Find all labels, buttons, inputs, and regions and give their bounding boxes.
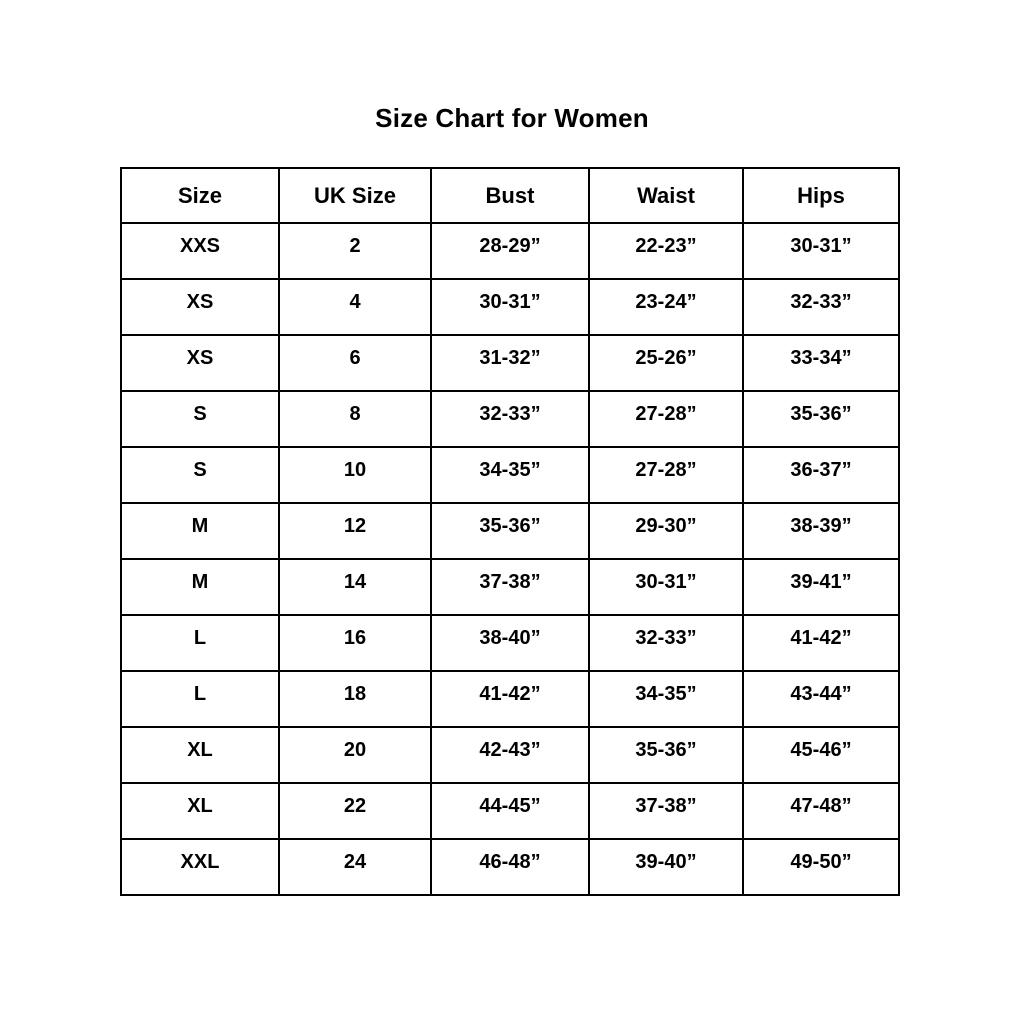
table-row: L 16 38-40” 32-33” 41-42”	[120, 614, 900, 672]
cell-size: XL	[120, 726, 280, 784]
table-row: S 8 32-33” 27-28” 35-36”	[120, 390, 900, 448]
cell-waist: 34-35”	[588, 670, 744, 728]
cell-uk-size: 8	[278, 390, 432, 448]
cell-uk-size: 12	[278, 502, 432, 560]
table-header: Size UK Size Bust Waist Hips	[120, 167, 900, 224]
cell-hips: 47-48”	[742, 782, 900, 840]
cell-waist: 32-33”	[588, 614, 744, 672]
cell-uk-size: 4	[278, 278, 432, 336]
cell-bust: 35-36”	[430, 502, 590, 560]
cell-bust: 30-31”	[430, 278, 590, 336]
cell-bust: 46-48”	[430, 838, 590, 896]
cell-size: L	[120, 614, 280, 672]
cell-waist: 23-24”	[588, 278, 744, 336]
cell-uk-size: 10	[278, 446, 432, 504]
column-header-uk-size: UK Size	[278, 167, 432, 224]
cell-bust: 44-45”	[430, 782, 590, 840]
cell-size: XS	[120, 334, 280, 392]
cell-bust: 31-32”	[430, 334, 590, 392]
column-header-waist: Waist	[588, 167, 744, 224]
cell-hips: 33-34”	[742, 334, 900, 392]
cell-size: S	[120, 390, 280, 448]
cell-hips: 30-31”	[742, 222, 900, 280]
cell-waist: 29-30”	[588, 502, 744, 560]
cell-hips: 35-36”	[742, 390, 900, 448]
cell-uk-size: 22	[278, 782, 432, 840]
cell-waist: 25-26”	[588, 334, 744, 392]
cell-size: XXL	[120, 838, 280, 896]
cell-size: XL	[120, 782, 280, 840]
cell-hips: 43-44”	[742, 670, 900, 728]
cell-size: L	[120, 670, 280, 728]
table-row: XXL 24 46-48” 39-40” 49-50”	[120, 838, 900, 896]
cell-bust: 32-33”	[430, 390, 590, 448]
cell-hips: 49-50”	[742, 838, 900, 896]
cell-hips: 32-33”	[742, 278, 900, 336]
cell-uk-size: 6	[278, 334, 432, 392]
cell-hips: 41-42”	[742, 614, 900, 672]
cell-size: S	[120, 446, 280, 504]
size-chart-table: Size UK Size Bust Waist Hips XXS 2 28-29…	[120, 167, 900, 896]
cell-uk-size: 18	[278, 670, 432, 728]
table-body: XXS 2 28-29” 22-23” 30-31” XS 4 30-31” 2…	[120, 222, 900, 896]
cell-uk-size: 24	[278, 838, 432, 896]
column-header-bust: Bust	[430, 167, 590, 224]
column-header-hips: Hips	[742, 167, 900, 224]
cell-waist: 27-28”	[588, 390, 744, 448]
cell-waist: 39-40”	[588, 838, 744, 896]
table-row: L 18 41-42” 34-35” 43-44”	[120, 670, 900, 728]
cell-bust: 37-38”	[430, 558, 590, 616]
cell-size: XXS	[120, 222, 280, 280]
table-row: XXS 2 28-29” 22-23” 30-31”	[120, 222, 900, 280]
column-header-size: Size	[120, 167, 280, 224]
cell-waist: 35-36”	[588, 726, 744, 784]
cell-waist: 27-28”	[588, 446, 744, 504]
cell-size: M	[120, 502, 280, 560]
table-row: XS 6 31-32” 25-26” 33-34”	[120, 334, 900, 392]
table-row: XL 22 44-45” 37-38” 47-48”	[120, 782, 900, 840]
table-row: XL 20 42-43” 35-36” 45-46”	[120, 726, 900, 784]
cell-bust: 34-35”	[430, 446, 590, 504]
cell-uk-size: 2	[278, 222, 432, 280]
table-row: XS 4 30-31” 23-24” 32-33”	[120, 278, 900, 336]
cell-waist: 30-31”	[588, 558, 744, 616]
cell-hips: 45-46”	[742, 726, 900, 784]
cell-bust: 42-43”	[430, 726, 590, 784]
table-row: S 10 34-35” 27-28” 36-37”	[120, 446, 900, 504]
header-row: Size UK Size Bust Waist Hips	[120, 167, 900, 224]
cell-bust: 28-29”	[430, 222, 590, 280]
cell-waist: 37-38”	[588, 782, 744, 840]
cell-uk-size: 14	[278, 558, 432, 616]
cell-waist: 22-23”	[588, 222, 744, 280]
cell-size: M	[120, 558, 280, 616]
cell-uk-size: 16	[278, 614, 432, 672]
cell-hips: 38-39”	[742, 502, 900, 560]
cell-hips: 36-37”	[742, 446, 900, 504]
cell-hips: 39-41”	[742, 558, 900, 616]
cell-size: XS	[120, 278, 280, 336]
cell-bust: 41-42”	[430, 670, 590, 728]
table-row: M 14 37-38” 30-31” 39-41”	[120, 558, 900, 616]
table-row: M 12 35-36” 29-30” 38-39”	[120, 502, 900, 560]
page-title: Size Chart for Women	[375, 103, 649, 133]
cell-uk-size: 20	[278, 726, 432, 784]
cell-bust: 38-40”	[430, 614, 590, 672]
